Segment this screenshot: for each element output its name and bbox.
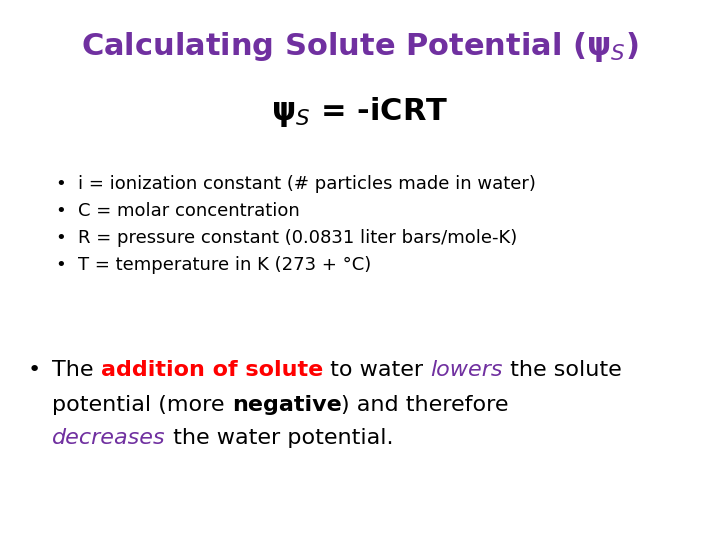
Text: ψ$_S$ = -iCRT: ψ$_S$ = -iCRT xyxy=(271,95,449,129)
Text: The: The xyxy=(52,360,101,380)
Text: ) and therefore: ) and therefore xyxy=(341,395,509,415)
Text: •: • xyxy=(55,229,66,247)
Text: •: • xyxy=(55,256,66,274)
Text: Calculating Solute Potential (ψ$_S$): Calculating Solute Potential (ψ$_S$) xyxy=(81,30,639,64)
Text: •: • xyxy=(28,360,41,380)
Text: •: • xyxy=(55,175,66,193)
Text: R = pressure constant (0.0831 liter bars/mole-K): R = pressure constant (0.0831 liter bars… xyxy=(78,229,517,247)
Text: the water potential.: the water potential. xyxy=(166,428,393,448)
Text: lowers: lowers xyxy=(430,360,503,380)
Text: to water: to water xyxy=(323,360,430,380)
Text: potential (more: potential (more xyxy=(52,395,232,415)
Text: the solute: the solute xyxy=(503,360,621,380)
Text: decreases: decreases xyxy=(52,428,166,448)
Text: C = molar concentration: C = molar concentration xyxy=(78,202,300,220)
Text: negative: negative xyxy=(232,395,341,415)
Text: •: • xyxy=(55,202,66,220)
Text: T = temperature in K (273 + °C): T = temperature in K (273 + °C) xyxy=(78,256,372,274)
Text: i = ionization constant (# particles made in water): i = ionization constant (# particles mad… xyxy=(78,175,536,193)
Text: addition of solute: addition of solute xyxy=(101,360,323,380)
